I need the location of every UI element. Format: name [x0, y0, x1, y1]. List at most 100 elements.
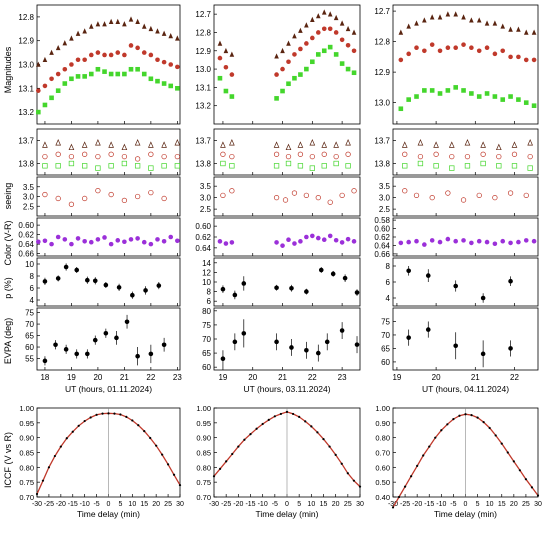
data-point: [345, 66, 351, 72]
data-point: [304, 22, 309, 28]
data-point: [422, 88, 427, 93]
ccf-point: [316, 431, 319, 434]
data-point: [274, 53, 279, 59]
data-point: [49, 95, 54, 101]
data-point: [508, 240, 513, 246]
data-point: [36, 88, 41, 93]
data-point: [406, 268, 411, 274]
data-point: [285, 143, 292, 151]
x-tick-label: -20: [56, 501, 66, 508]
data-point: [495, 143, 502, 151]
data-point: [122, 21, 127, 27]
ccf-point: [59, 445, 62, 448]
ccf-point: [143, 430, 146, 433]
y-tick-label: 12.7: [195, 10, 211, 19]
panel-frame: [392, 307, 539, 371]
x-tick-label: 18: [40, 373, 49, 382]
y-tick-label: 4: [30, 296, 35, 305]
data-point: [425, 273, 431, 278]
y-tick-label: 12.8: [18, 13, 34, 22]
y-tick-label: 13.8: [18, 160, 34, 169]
panel-frame: [36, 307, 181, 371]
data-point: [351, 70, 357, 76]
data-point: [511, 151, 518, 157]
data-point: [108, 151, 114, 157]
data-point: [433, 141, 439, 148]
data-point: [141, 239, 147, 245]
ccf-point: [137, 424, 140, 427]
x-tick-label: 10: [307, 501, 315, 508]
data-point: [414, 238, 419, 244]
y-tick-label: 1.00: [19, 404, 34, 413]
data-point: [130, 292, 135, 298]
data-point: [175, 86, 180, 91]
data-point: [49, 241, 54, 247]
x-tick-label: 21: [471, 373, 480, 382]
ccf-point: [35, 492, 39, 496]
y-tick-label: 0.95: [196, 419, 211, 428]
data-point: [354, 290, 360, 295]
data-point: [351, 239, 357, 244]
data-point: [217, 55, 223, 61]
y-tick-label: 0.90: [196, 434, 211, 443]
data-point: [155, 28, 160, 34]
data-point: [345, 42, 351, 48]
x-tick-label: -10: [258, 501, 268, 508]
ccf-point: [494, 434, 497, 437]
data-point: [55, 151, 61, 157]
ccf-point: [530, 486, 534, 489]
data-point: [315, 350, 321, 356]
y-tick-label: 13.1: [195, 83, 211, 92]
x-tick-label: 20: [510, 501, 518, 508]
row-label-color: Color (V-R): [3, 220, 13, 265]
data-point: [232, 339, 238, 345]
data-point: [175, 35, 180, 41]
data-point: [437, 239, 443, 245]
data-point: [303, 192, 310, 199]
data-point: [88, 52, 94, 58]
data-point: [310, 233, 315, 239]
data-point: [135, 236, 140, 241]
data-point: [315, 13, 321, 19]
data-point: [342, 275, 348, 281]
data-point: [333, 237, 339, 243]
data-point: [108, 141, 114, 148]
data-point: [232, 292, 238, 298]
y-tick-label: 0.64: [374, 241, 390, 250]
data-point: [102, 235, 107, 240]
y-tick-label: 13.7: [195, 137, 211, 146]
ccf-point: [346, 472, 349, 475]
data-point: [480, 141, 486, 148]
data-point: [285, 160, 292, 167]
data-point: [298, 72, 303, 77]
panel-magnitudes: 12.7 12.8 12.9 13.0 13.1 13.2: [195, 4, 361, 125]
ccf-point: [403, 485, 407, 488]
data-point: [496, 163, 502, 169]
data-point: [422, 242, 427, 247]
data-point: [453, 238, 459, 244]
data-point: [280, 47, 285, 54]
data-point: [345, 151, 351, 157]
ccf-point: [304, 420, 307, 423]
ccf-point: [249, 433, 252, 436]
x-tick-label: 22: [146, 373, 155, 382]
data-point: [286, 81, 291, 87]
data-point: [476, 17, 482, 23]
data-point: [148, 351, 154, 357]
data-point: [220, 160, 226, 167]
ccf-point: [89, 416, 92, 419]
data-point: [88, 23, 94, 29]
data-point: [291, 190, 298, 196]
data-point: [398, 57, 404, 63]
data-point: [476, 94, 482, 99]
data-point: [327, 199, 333, 205]
data-point: [429, 42, 435, 47]
data-point: [480, 295, 486, 301]
data-point: [168, 33, 174, 39]
x-tick-label: -25: [221, 501, 231, 508]
data-point: [42, 358, 48, 364]
y-tick-label: 55: [25, 355, 34, 364]
x-tick-label: -10: [436, 501, 446, 508]
y-tick-label: 0.90: [19, 434, 34, 443]
